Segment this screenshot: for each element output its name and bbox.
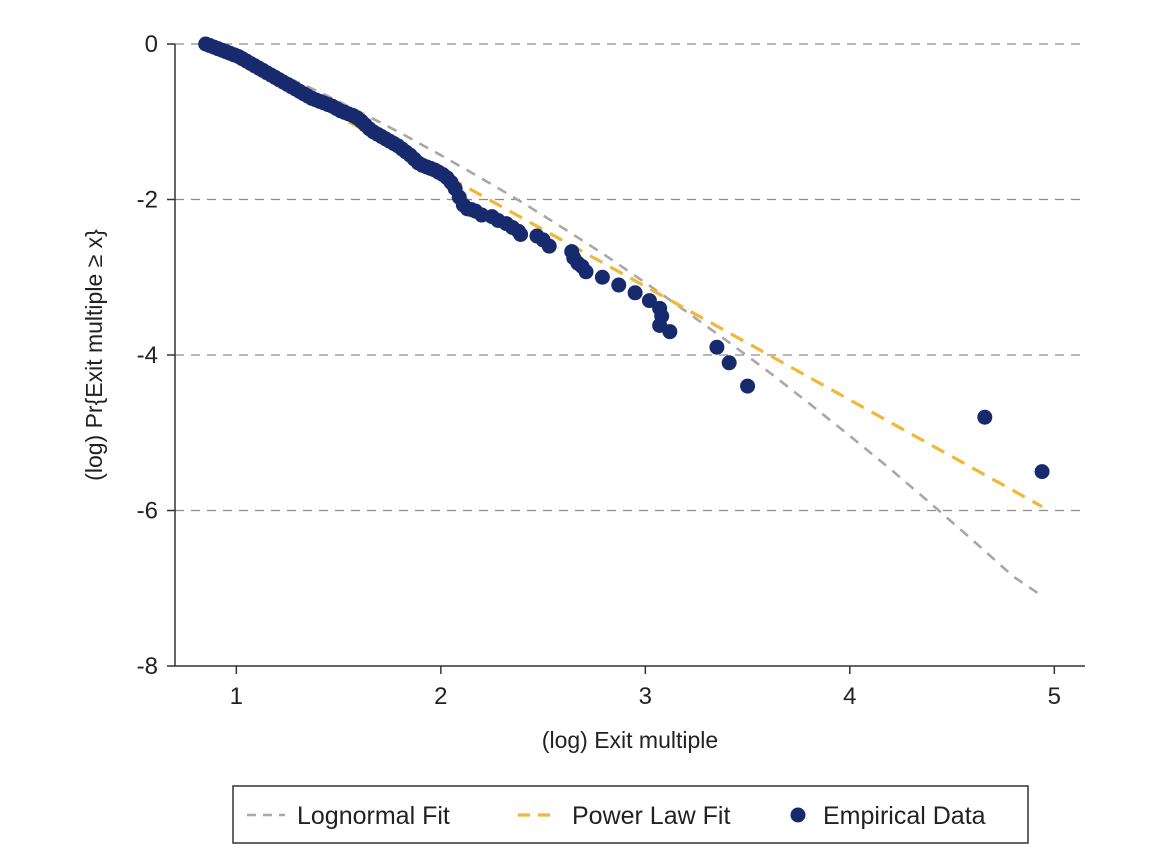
y-tick-label: -6 [137,498,158,525]
legend-box [232,785,1029,844]
lognormal-fit-line [207,42,1043,598]
legend-swatch-empirical [790,807,806,823]
x-tick-label: 1 [230,683,243,710]
legend-label: Power Law Fit [572,802,730,830]
grid-lines [175,43,1085,512]
legend: Lognormal Fit Power Law Fit Empirical Data [232,785,1029,844]
legend-label: Lognormal Fit [297,802,450,830]
empirical-data-point [611,277,627,293]
y-axis-title: (log) Pr{Exit multiple ≥ x} [81,229,107,481]
empirical-data-point [709,339,725,355]
x-tick-label: 5 [1048,683,1061,710]
x-tick-label: 3 [639,683,652,710]
empirical-data-point [641,293,657,309]
empirical-data-point [513,226,529,242]
legend-label: Empirical Data [823,802,986,830]
axes: 0 -2 -4 -6 -8 1 2 3 4 5 [137,31,1085,710]
empirical-data-point [1034,464,1050,480]
empirical-data-point [721,355,737,371]
plot-series [198,36,1050,598]
empirical-data-point [662,324,678,340]
y-tick-label: -8 [137,653,158,680]
y-tick-label: -2 [137,187,158,214]
empirical-data-point [594,269,610,285]
y-tick-label: 0 [145,31,158,58]
power-law-fit-line [348,120,1043,508]
empirical-data-point [627,285,643,301]
x-tick-label: 4 [843,683,856,710]
x-tick-label: 2 [434,683,447,710]
x-axis-title: (log) Exit multiple [542,727,718,753]
empirical-data-point [977,409,993,425]
y-tick-label: -4 [137,342,158,369]
empirical-data-point [740,378,756,394]
empirical-data-point [541,238,557,254]
empirical-data-point [578,264,594,280]
